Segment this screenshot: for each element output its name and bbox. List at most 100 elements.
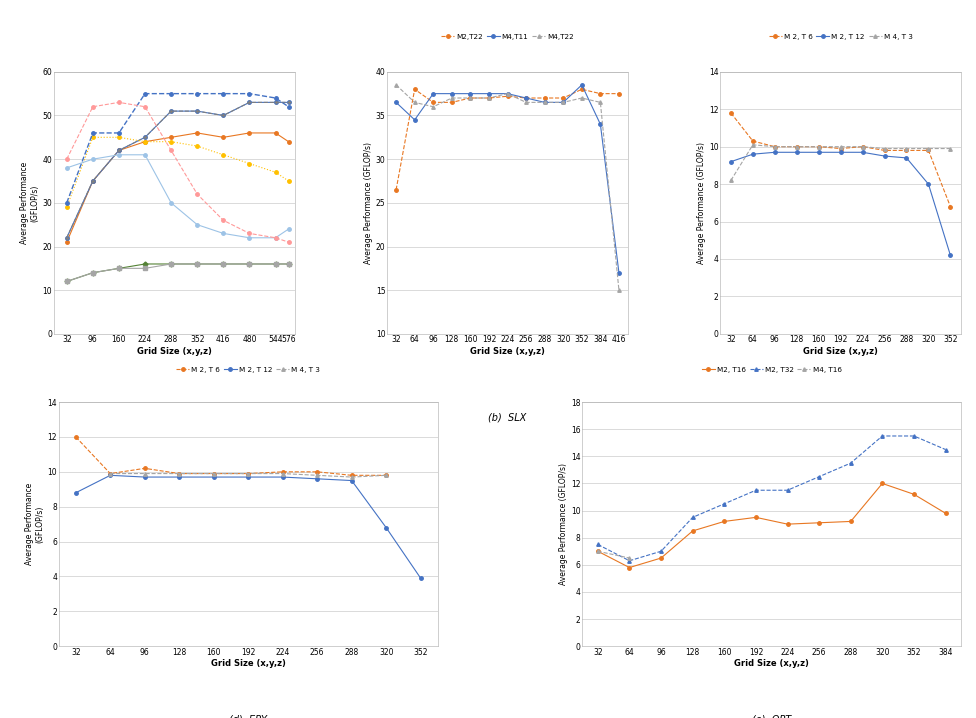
M 4, T 3 (346, 472, 357, 481)
M 4, T 18 C (165, 199, 177, 208)
M 2, T 12 (725, 157, 737, 166)
M2,T22 (409, 85, 421, 93)
M4,T22 (594, 98, 606, 107)
M 1, T 72 C (191, 129, 203, 137)
M2, T16 (718, 517, 730, 526)
Line: M 1, T 72 M: M 1, T 72 M (65, 101, 290, 240)
M 2, T 6 (945, 202, 956, 211)
Line: M 2, T 36 C: M 2, T 36 C (65, 136, 290, 209)
M 2, T 12 (242, 472, 254, 481)
M 2, T 12 (381, 523, 392, 532)
M 4, T 18 M (113, 98, 125, 107)
Line: M 4, T 18 D: M 4, T 18 D (65, 262, 290, 283)
M4,T22 (576, 93, 588, 102)
M 2, T 36 D (244, 260, 256, 269)
M 4, T 18 M (165, 146, 177, 154)
Y-axis label: Average Performance
(GFLOP/s): Average Performance (GFLOP/s) (20, 162, 40, 244)
M4,T22 (446, 93, 458, 102)
M 2, T 12 (857, 148, 869, 157)
M2,T22 (502, 92, 513, 101)
Line: M 4, T 18 M: M 4, T 18 M (65, 101, 290, 244)
M 2, T 12 (208, 472, 220, 481)
M 4, T 18 M (283, 238, 295, 246)
M2,T22 (557, 93, 569, 102)
M2, T32 (908, 432, 919, 440)
M 1, T 72 C (61, 238, 72, 246)
M 4, T 18 C (61, 164, 72, 172)
M 2, T 36 D (283, 260, 295, 269)
M 4, T 18 D (165, 260, 177, 269)
Legend: M 2, T 6, M 2, T 12, M 4, T 3: M 2, T 6, M 2, T 12, M 4, T 3 (177, 367, 320, 373)
M 4, T 3 (174, 470, 185, 478)
M 2, T 36 C (113, 133, 125, 141)
M 4, T 18 M (61, 155, 72, 164)
M 2, T 6 (346, 471, 357, 480)
M2, T32 (687, 513, 699, 522)
M 1, T 72 C (113, 146, 125, 154)
M 4, T 3 (834, 142, 846, 151)
M 1, T 72 D (140, 133, 151, 141)
Y-axis label: Average Performance (GFLOP/s): Average Performance (GFLOP/s) (364, 142, 373, 264)
M 4, T 18 D (113, 264, 125, 273)
M 2, T 6 (70, 433, 82, 442)
M4,T11 (446, 89, 458, 98)
M 2, T 36 D (140, 260, 151, 269)
M 1, T 72 C (269, 129, 281, 137)
M2, T32 (655, 547, 667, 556)
M2, T16 (592, 547, 604, 556)
Line: M 2, T 36 M: M 2, T 36 M (65, 92, 290, 205)
M 2, T 36 D (113, 264, 125, 273)
M 4, T 3 (311, 471, 323, 480)
M 4, T 18 C (87, 155, 99, 164)
Line: M 1, T 72 D: M 1, T 72 D (64, 100, 291, 241)
M2, T16 (687, 526, 699, 535)
M 2, T 6 (277, 467, 289, 476)
M4,T11 (483, 89, 495, 98)
M 4, T 18 C (244, 233, 256, 242)
M2,T22 (483, 93, 495, 102)
M 1, T 72 M (283, 98, 295, 107)
M 2, T 6 (878, 146, 890, 154)
M2,T22 (427, 98, 439, 107)
M 2, T 6 (747, 136, 758, 145)
M 2, T 6 (901, 146, 913, 154)
M 2, T 36 C (61, 203, 72, 212)
M4,T11 (390, 98, 402, 107)
M 2, T 6 (791, 142, 802, 151)
M 1, T 72 C (244, 129, 256, 137)
M2,T22 (390, 185, 402, 194)
X-axis label: Grid Size (x,y,z): Grid Size (x,y,z) (470, 347, 545, 356)
Line: M4,T22: M4,T22 (394, 83, 621, 292)
M4,T22 (613, 286, 625, 294)
M 2, T 12 (415, 574, 427, 582)
M2, T16 (876, 479, 888, 488)
M 2, T 36 M (283, 103, 295, 111)
M 2, T 36 M (244, 89, 256, 98)
M 4, T 18 D (269, 260, 281, 269)
Line: M 2, T 12: M 2, T 12 (74, 474, 423, 580)
M 4, T 3 (104, 470, 116, 478)
M2,T22 (576, 85, 588, 93)
M 2, T 36 C (87, 133, 99, 141)
M2,T22 (613, 89, 625, 98)
M 2, T 36 C (269, 168, 281, 177)
M4,T11 (427, 89, 439, 98)
M 1, T 72 M (87, 177, 99, 185)
M 4, T 3 (769, 142, 781, 151)
M2, T32 (750, 486, 761, 495)
M 1, T 72 D (165, 107, 177, 116)
M 4, T 3 (945, 144, 956, 153)
M 1, T 72 D (113, 146, 125, 154)
M 2, T 6 (834, 144, 846, 153)
M 2, T 36 D (191, 260, 203, 269)
M 1, T 72 M (244, 98, 256, 107)
Line: M 4, T 3: M 4, T 3 (108, 472, 387, 479)
M 2, T 36 C (218, 151, 229, 159)
M 2, T 36 D (165, 260, 177, 269)
M2, T16 (813, 518, 825, 527)
M 1, T 72 C (140, 137, 151, 146)
M2, T16 (908, 490, 919, 498)
M 2, T 36 M (61, 199, 72, 208)
M 2, T 12 (834, 148, 846, 157)
M 4, T 3 (208, 470, 220, 478)
